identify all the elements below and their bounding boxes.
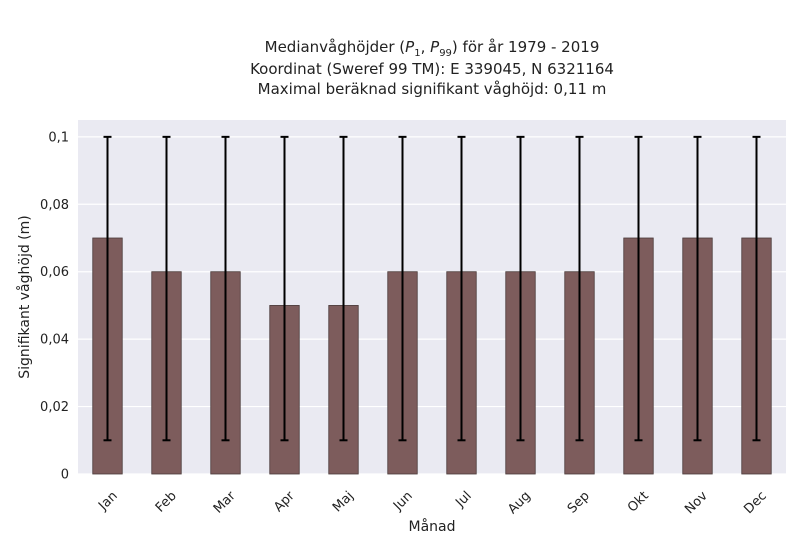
chart-title-line-2: Koordinat (Sweref 99 TM): E 339045, N 63… <box>250 60 614 78</box>
x-tick-label: Jul <box>452 489 474 511</box>
y-axis-ticks: 0 0,02 0,04 0,06 0,08 0,1 <box>40 130 69 482</box>
x-tick-label: Maj <box>330 489 357 516</box>
chart-title: Medianvåghöjder (P1, P99) för år 1979 - … <box>250 38 614 98</box>
title-comma: , <box>421 38 431 56</box>
y-tick-label: 0,02 <box>40 400 69 415</box>
title-p1-subscript: 1 <box>414 48 420 59</box>
x-tick-label: Jun <box>390 489 416 515</box>
x-axis-label: Månad <box>409 518 456 535</box>
x-tick-label: Nov <box>682 488 711 517</box>
y-axis-label: Signifikant våghöjd (m) <box>16 215 33 378</box>
x-tick-label: Apr <box>271 488 298 515</box>
x-tick-label: Sep <box>565 489 593 517</box>
x-tick-label: Okt <box>625 489 652 516</box>
y-tick-label: 0,04 <box>40 333 69 348</box>
y-tick-label: 0,1 <box>48 130 69 145</box>
plot-area <box>78 120 786 474</box>
y-tick-label: 0 <box>61 468 69 483</box>
x-tick-label: Aug <box>505 489 534 518</box>
x-tick-label: Feb <box>153 489 180 516</box>
title-p1-symbol: P <box>405 38 415 56</box>
y-tick-label: 0,06 <box>40 265 69 280</box>
chart-title-line-3: Maximal beräknad signifikant våghöjd: 0,… <box>258 80 607 98</box>
x-tick-label: Jan <box>95 489 120 514</box>
title-line-1-prefix: Medianvåghöjder ( <box>265 38 406 56</box>
title-p99-subscript: 99 <box>439 48 452 59</box>
title-p99-symbol: P <box>430 38 440 56</box>
y-tick-label: 0,08 <box>40 198 69 213</box>
title-line-1-suffix: ) för år 1979 - 2019 <box>452 38 599 56</box>
x-tick-label: Dec <box>741 489 769 517</box>
gridlines <box>78 136 786 475</box>
chart-title-line-1: Medianvåghöjder (P1, P99) för år 1979 - … <box>265 38 600 59</box>
x-axis-ticks: Jan Feb Mar Apr Maj Jun Jul Aug Sep Okt Nov Dec <box>95 488 769 517</box>
error-bars <box>103 135 761 442</box>
x-tick-label: Mar <box>211 488 239 516</box>
